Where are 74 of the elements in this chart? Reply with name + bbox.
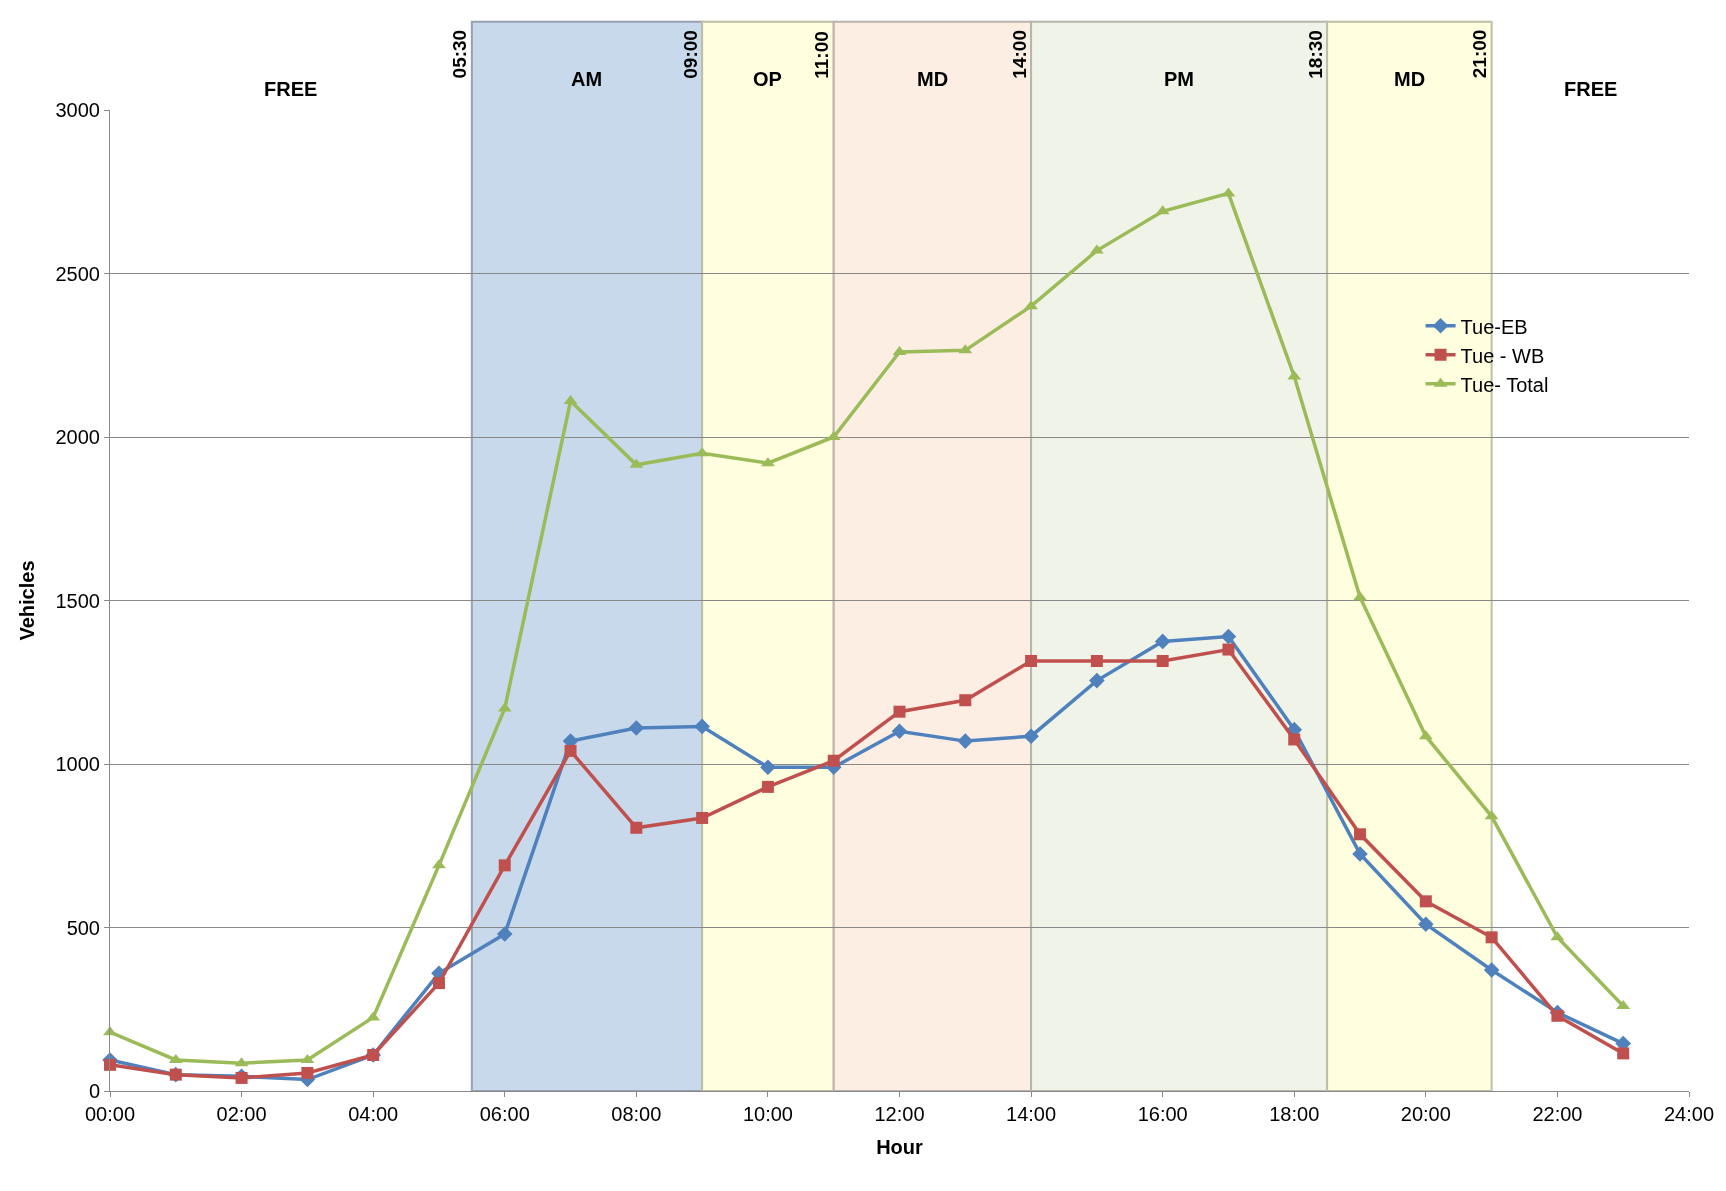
x-tick-label: 14:00 <box>1006 1103 1057 1125</box>
x-tick-label: 16:00 <box>1137 1103 1188 1125</box>
point <box>957 733 974 749</box>
point <box>1089 672 1105 689</box>
legend-label: Tue - WB <box>1460 344 1545 367</box>
point <box>1419 895 1432 908</box>
y-tick-label: 2000 <box>55 426 100 448</box>
band-label: AM <box>571 68 603 90</box>
point <box>761 780 774 793</box>
point <box>1154 633 1171 650</box>
point <box>893 705 906 718</box>
point <box>301 1067 314 1080</box>
point <box>891 723 908 740</box>
point <box>1483 962 1500 978</box>
text: FREE <box>1564 78 1618 100</box>
point <box>1023 728 1039 744</box>
point <box>760 759 776 776</box>
point <box>1551 1009 1564 1022</box>
x-tick-label: 06:00 <box>479 1103 530 1125</box>
point <box>959 694 972 707</box>
point <box>1617 1047 1630 1060</box>
x-tick-label: 24:00 <box>1663 1103 1715 1125</box>
y-tick-label: 3000 <box>55 99 100 121</box>
x-tick-label: 00:00 <box>84 1103 136 1125</box>
point <box>827 754 840 767</box>
point <box>498 859 511 872</box>
point <box>1222 643 1235 656</box>
x-tick-label: 08:00 <box>611 1103 662 1125</box>
legend-label: Tue-EB <box>1460 315 1528 338</box>
point <box>1220 628 1237 645</box>
y-tick-label: 1500 <box>55 589 100 612</box>
x-tick-label: 10:00 <box>742 1103 793 1125</box>
x-tick-label: 02:00 <box>216 1103 267 1125</box>
point <box>1288 733 1301 746</box>
point <box>432 859 446 869</box>
annotation: 05:30 <box>449 29 471 79</box>
point <box>1156 655 1169 667</box>
point <box>496 926 513 942</box>
x-axis-title: Hour <box>876 1135 924 1158</box>
point <box>1418 916 1434 933</box>
point <box>630 821 643 834</box>
y-tick-label: 500 <box>66 916 100 939</box>
text: FREE <box>264 78 318 100</box>
annotation: 14:00 <box>1008 30 1030 79</box>
point <box>1025 655 1038 667</box>
point <box>628 720 645 736</box>
x-tick-label: 22:00 <box>1532 1103 1583 1125</box>
point <box>1352 846 1368 862</box>
x-tick-label: 12:00 <box>874 1103 925 1125</box>
annotation: 11:00 <box>810 31 832 79</box>
point <box>564 744 577 757</box>
y-tick-label: 0 <box>88 1080 100 1102</box>
point <box>696 811 709 824</box>
y-tick-label: 1000 <box>55 753 100 775</box>
band-label: OP <box>753 68 782 90</box>
annotation: 18:30 <box>1304 30 1326 79</box>
band-label: MD <box>917 68 949 90</box>
x-tick-label: 18:00 <box>1269 1103 1320 1125</box>
point <box>1353 591 1367 601</box>
annotation: 21:00 <box>1469 29 1491 79</box>
y-tick-label: 2500 <box>55 262 100 285</box>
x-tick-label: 04:00 <box>348 1103 399 1125</box>
point <box>1354 828 1367 841</box>
point <box>432 977 445 990</box>
band-label: MD <box>1394 68 1426 90</box>
point <box>694 718 710 735</box>
legend-label: Tue- Total <box>1460 373 1549 396</box>
x-tick-label: 20:00 <box>1400 1103 1451 1125</box>
y-axis-title: Vehicles <box>16 560 38 641</box>
point <box>1090 655 1103 667</box>
band-label: PM <box>1164 68 1194 90</box>
point <box>1485 931 1498 944</box>
point <box>104 1058 116 1071</box>
annotation: 09:00 <box>679 30 701 79</box>
